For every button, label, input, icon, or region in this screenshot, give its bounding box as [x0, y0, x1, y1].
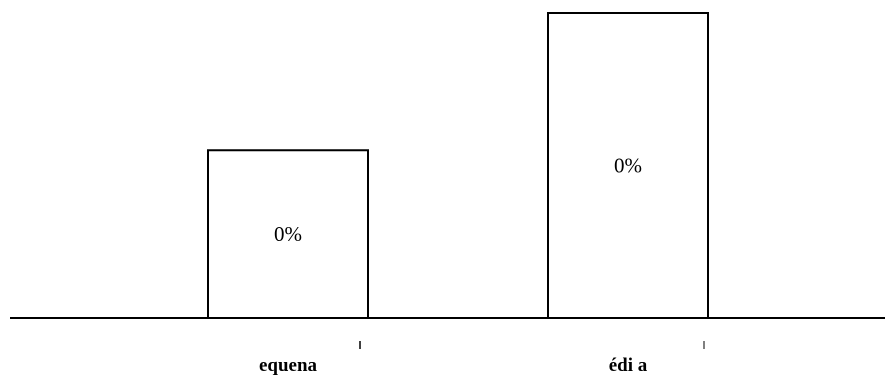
category-labels-group: equena édi a	[259, 355, 648, 376]
tick-marks-group	[359, 341, 705, 349]
data-label-1: 0%	[274, 222, 302, 246]
bars-group	[207, 12, 709, 319]
category-label-2: édi a	[609, 355, 648, 376]
category-label-1: equena	[259, 355, 318, 376]
bar-2	[547, 12, 709, 319]
bar-1	[207, 149, 369, 319]
data-label-2: 0%	[614, 154, 642, 178]
data-labels-group: 0% 0%	[274, 154, 642, 247]
